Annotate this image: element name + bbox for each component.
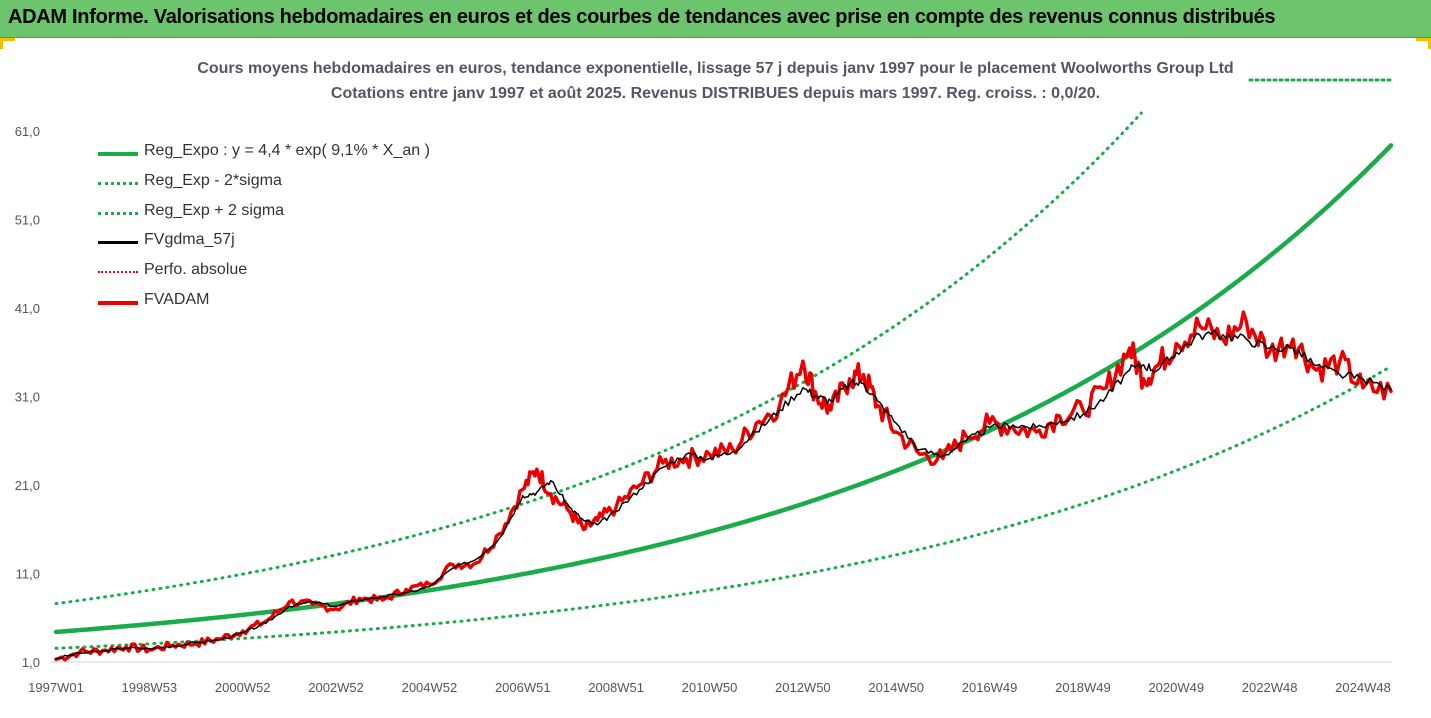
x-tick-label: 2004W52 — [402, 680, 458, 695]
legend-item-perfo: Perfo. absolue — [98, 261, 458, 283]
chart-frame — [0, 38, 1431, 718]
corner-accent-top-right — [1416, 38, 1431, 49]
y-tick-label: 61,0 — [15, 124, 40, 139]
x-tick-label: 2002W52 — [308, 680, 364, 695]
x-tick-label: 2012W50 — [775, 680, 831, 695]
series-fvadam — [54, 310, 1393, 662]
legend-item-reg-exp-minus: Reg_Exp - 2*sigma — [98, 172, 458, 194]
x-tick-label: 2020W49 — [1148, 680, 1204, 695]
y-tick-label: 51,0 — [15, 213, 40, 228]
legend-swatch-reg-exp-minus — [98, 182, 138, 185]
y-axis-ticks: 1,0 11,0 21,0 31,0 41,0 51,0 61,0 — [15, 124, 40, 670]
x-tick-label: 2016W49 — [962, 680, 1018, 695]
legend-item-fvadam: FVADAM — [98, 291, 458, 313]
legend-swatch-reg-exp-plus — [98, 212, 138, 215]
series-fvgdma — [55, 329, 1392, 660]
x-axis-ticks: 1997W01 1998W53 2000W52 2002W52 2004W52 2006W… — [28, 680, 1391, 695]
legend-label-fvadam: FVADAM — [144, 291, 210, 308]
x-tick-label: 2022W48 — [1242, 680, 1298, 695]
x-tick-label: 2014W50 — [868, 680, 924, 695]
corner-accent-top-left — [0, 38, 15, 49]
legend-label-reg-expo: Reg_Expo : y = 4,4 * exp( 9,1% * X_an ) — [144, 142, 430, 159]
series-reg-exp-plus — [54, 111, 1143, 606]
legend-item-reg-exp-plus: Reg_Exp + 2 sigma — [98, 202, 458, 224]
x-tick-label: 1997W01 — [28, 680, 84, 695]
y-tick-label: 1,0 — [22, 655, 40, 670]
legend-label-perfo: Perfo. absolue — [144, 261, 248, 278]
chart-subtitle: Cotations entre janv 1997 et août 2025. … — [330, 85, 1101, 102]
banner-title: ADAM Informe. Valorisations hebdomadaire… — [8, 6, 1276, 28]
x-tick-label: 2000W52 — [215, 680, 271, 695]
x-tick-label: 2008W51 — [588, 680, 644, 695]
legend-swatch-fvgdma — [98, 241, 138, 244]
y-tick-label: 11,0 — [16, 567, 40, 582]
legend-item-fvgdma: FVgdma_57j — [98, 231, 458, 253]
chart-title: Cours moyens hebdomadaires en euros, ten… — [197, 60, 1234, 77]
x-tick-label: 2024W48 — [1335, 680, 1391, 695]
legend-swatch-fvadam — [98, 301, 138, 305]
x-tick-label: 1998W53 — [122, 680, 178, 695]
x-tick-label: 2018W49 — [1055, 680, 1111, 695]
header-banner: ADAM Informe. Valorisations hebdomadaire… — [0, 0, 1431, 38]
legend-label-fvgdma: FVgdma_57j — [144, 231, 235, 248]
legend-item-reg-expo: Reg_Expo : y = 4,4 * exp( 9,1% * X_an ) — [98, 142, 458, 164]
y-tick-label: 41,0 — [15, 301, 40, 316]
series-layer — [53, 111, 1394, 662]
legend-swatch-reg-expo — [98, 152, 138, 156]
legend-label-reg-exp-minus: Reg_Exp - 2*sigma — [144, 172, 282, 189]
y-tick-label: 21,0 — [15, 478, 40, 493]
legend-label-reg-exp-plus: Reg_Exp + 2 sigma — [144, 202, 285, 219]
x-tick-label: 2010W50 — [682, 680, 738, 695]
series-reg-exp-minus — [54, 364, 1393, 650]
series-perfo-absolue — [55, 311, 1392, 661]
legend-swatch-perfo — [98, 271, 138, 273]
x-tick-label: 2006W51 — [495, 680, 551, 695]
y-tick-label: 31,0 — [15, 390, 40, 405]
